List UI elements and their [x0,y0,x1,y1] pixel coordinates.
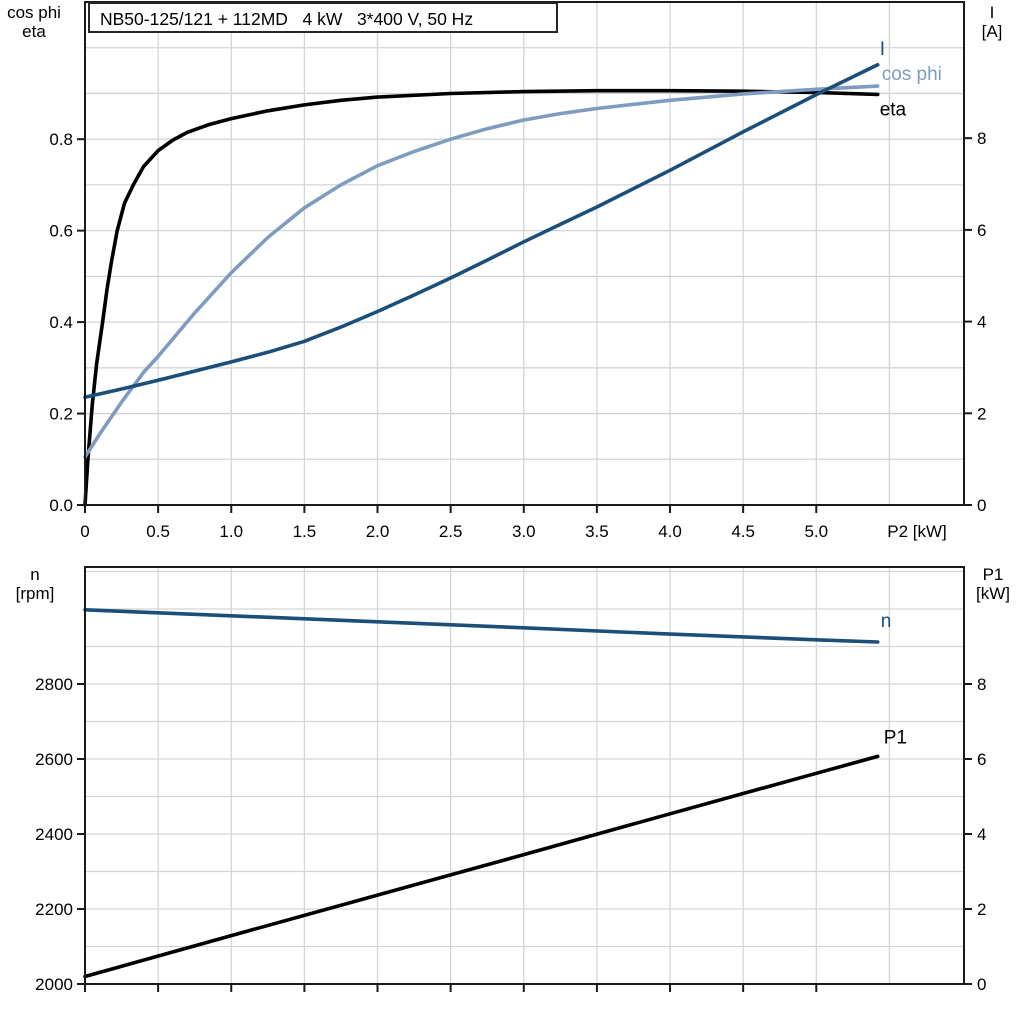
i-curve-label: I [880,39,885,60]
bottom-left-tick-label: 2400 [35,825,73,844]
top-x-tick-label: 4.5 [731,522,755,541]
bottom-left-tick-label: 2600 [35,750,73,769]
top-chart-left-axis-header: cos phi eta [2,3,66,41]
bottom-chart-left-axis-header: n [rpm] [4,565,66,603]
top-x-tick-label: 3.0 [512,522,536,541]
bottom-chart-tick-labels: 2000 2200 2400 2600 2800 0 2 4 6 8 [35,675,986,994]
right-axis-header-line-I: I [989,3,995,22]
top-x-tick-label: 1.5 [293,522,317,541]
eta-curve [83,88,880,507]
top-left-tick-label: 0.8 [49,130,73,149]
bottom-left-tick-label: 2000 [35,975,73,994]
bottom-chart: n P1 2000 2200 2400 2600 2800 0 2 4 6 8 [35,566,986,994]
right-axis-header-line-P1: P1 [982,565,1004,584]
bottom-chart-ticks [77,683,972,992]
top-chart: eta cos phi I 0.0 0.2 0.4 0.6 0.8 0 2 4 6 8 0 0.5 1.0 1.… [49,1,986,541]
bottom-right-tick-label: 0 [977,975,986,994]
bottom-left-tick-label: 2200 [35,900,73,919]
top-x-tick-label: 4.0 [658,522,682,541]
bottom-right-tick-label: 2 [977,900,986,919]
top-chart-tick-labels: 0.0 0.2 0.4 0.6 0.8 0 2 4 6 8 0 0.5 1.0 1.5 2.0 2.5 3.0 3… [49,129,986,541]
top-chart-ticks [77,137,972,513]
top-right-tick-label: 2 [977,404,986,423]
chart-title-box: NB50-125/121 + 112MD 4 kW 3*400 V, 50 Hz [88,2,558,33]
top-left-tick-label: 0.2 [49,405,73,424]
bottom-right-tick-label: 8 [977,675,986,694]
left-axis-header-line-eta: eta [22,22,46,41]
n-curve [83,607,880,644]
left-axis-header-line-cosphi: cos phi [7,3,61,22]
top-left-tick-label: 0.0 [49,496,73,515]
bottom-right-tick-label: 6 [977,750,986,769]
right-axis-header-line-kw-unit: [kW] [976,584,1010,603]
left-axis-header-line-n: n [30,565,40,584]
top-x-tick-label: 2.0 [366,522,390,541]
top-right-tick-label: 0 [977,496,986,515]
top-x-tick-label: 3.5 [585,522,609,541]
left-axis-header-line-rpm-unit: [rpm] [15,584,55,603]
i-curve [83,63,880,400]
top-left-tick-label: 0.4 [49,313,73,332]
top-left-tick-label: 0.6 [49,222,73,241]
top-x-tick-label: 2.5 [439,522,463,541]
cos-phi-curve-label: cos phi [882,64,942,85]
top-x-axis-unit-label: P2 [kW] [887,522,947,541]
eta-curve-label: eta [880,99,907,120]
top-x-tick-label: 0 [80,522,89,541]
top-right-tick-label: 8 [977,129,986,148]
cos-phi-curve [83,84,880,459]
top-chart-right-axis-header: I [A] [964,3,1020,41]
top-chart-grid [85,2,964,505]
bottom-left-tick-label: 2800 [35,675,73,694]
bottom-chart-right-axis-header: P1 [kW] [964,565,1022,603]
top-right-tick-label: 4 [977,313,986,332]
top-chart-frame [84,1,965,506]
top-right-tick-label: 6 [977,221,986,240]
p1-curve [83,754,880,979]
n-curve-label: n [881,611,892,632]
p1-curve-label: P1 [884,727,907,748]
top-x-tick-label: 1.0 [219,522,243,541]
right-axis-header-line-ampere-unit: [A] [981,22,1003,41]
top-x-tick-label: 0.5 [146,522,170,541]
bottom-right-tick-label: 4 [977,825,986,844]
bottom-chart-grid [85,567,964,984]
top-x-tick-label: 5.0 [804,522,828,541]
